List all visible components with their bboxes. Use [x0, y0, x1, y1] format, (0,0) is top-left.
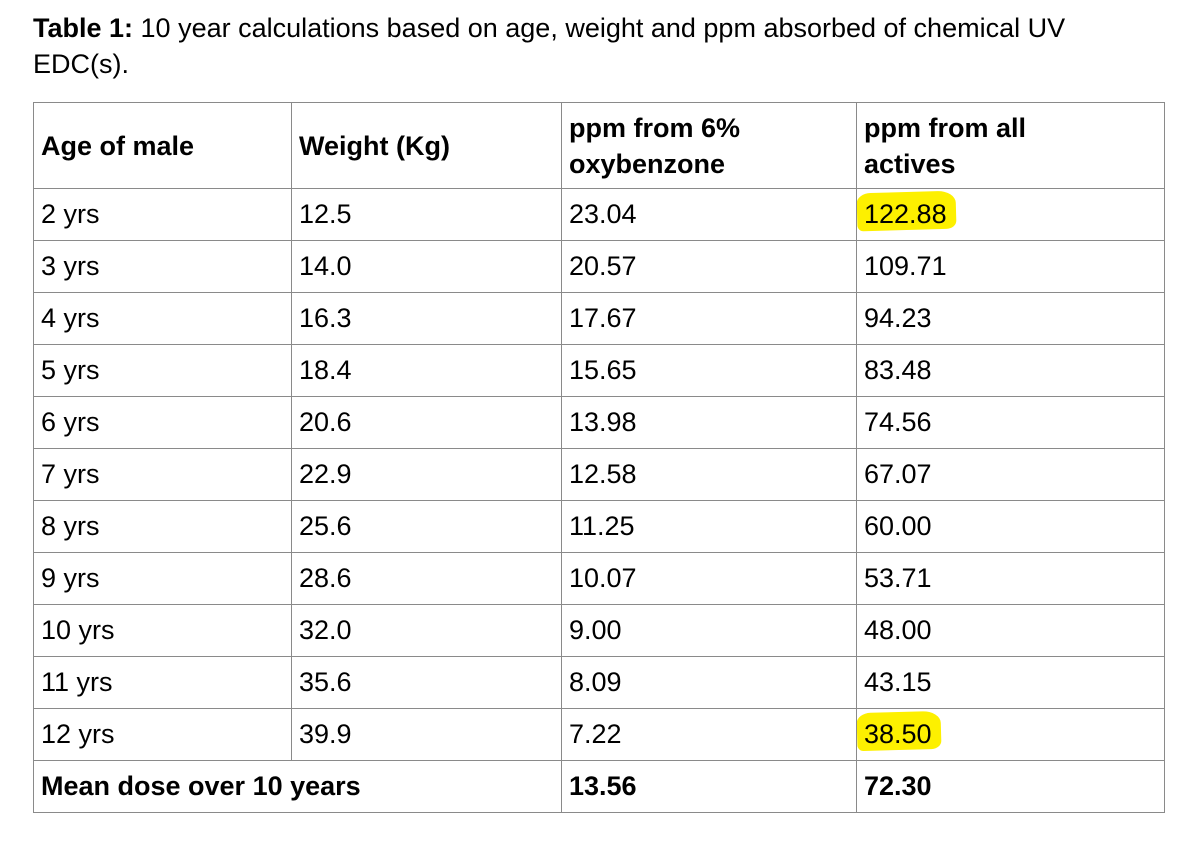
weight-cell: 16.3 — [291, 292, 562, 345]
weight-cell: 14.0 — [291, 240, 562, 293]
ppm-oxybenzone-cell: 23.04 — [561, 188, 857, 241]
table-row: 8 yrs 25.6 11.25 60.00 — [33, 500, 1165, 553]
ppm-all-actives-cell: 48.00 — [856, 604, 1165, 657]
age-cell: 7 yrs — [33, 448, 292, 501]
table-body: 2 yrs 12.5 23.04 122.88 3 yrs 14.0 20.57 109.71… — [33, 188, 1165, 761]
age-cell: 2 yrs — [33, 188, 292, 241]
mean-dose-row: Mean dose over 10 years 13.56 72.30 — [33, 760, 1165, 813]
highlighted-value: 38.50 — [864, 719, 932, 749]
table-header: Age of male Weight (Kg) ppm from 6% oxyb… — [33, 102, 1165, 189]
table-row: 10 yrs 32.0 9.00 48.00 — [33, 604, 1165, 657]
ppm-oxybenzone-cell: 7.22 — [561, 708, 857, 761]
weight-cell: 39.9 — [291, 708, 562, 761]
ppm-all-actives-cell: 122.88 — [856, 188, 1165, 241]
ppm-oxybenzone-cell: 15.65 — [561, 344, 857, 397]
header-ppm-oxybenzone: ppm from 6% oxybenzone — [561, 102, 857, 189]
ppm-oxybenzone-cell: 11.25 — [561, 500, 857, 553]
ppm-oxybenzone-cell: 9.00 — [561, 604, 857, 657]
header-weight-kg: Weight (Kg) — [291, 102, 562, 189]
weight-cell: 22.9 — [291, 448, 562, 501]
table-caption-label: Table 1: — [33, 13, 134, 43]
ppm-oxybenzone-cell: 10.07 — [561, 552, 857, 605]
age-cell: 9 yrs — [33, 552, 292, 605]
table-row: 2 yrs 12.5 23.04 122.88 — [33, 188, 1165, 241]
highlighted-value: 122.88 — [864, 199, 947, 229]
age-cell: 6 yrs — [33, 396, 292, 449]
age-cell: 3 yrs — [33, 240, 292, 293]
table-row: 4 yrs 16.3 17.67 94.23 — [33, 292, 1165, 345]
age-cell: 10 yrs — [33, 604, 292, 657]
age-cell: 4 yrs — [33, 292, 292, 345]
ppm-oxybenzone-cell: 8.09 — [561, 656, 857, 709]
header-row: Age of male Weight (Kg) ppm from 6% oxyb… — [33, 102, 1165, 189]
document-page: Table 1: 10 year calculations based on a… — [0, 0, 1186, 813]
weight-cell: 12.5 — [291, 188, 562, 241]
table-row: 7 yrs 22.9 12.58 67.07 — [33, 448, 1165, 501]
table-caption-text: 10 year calculations based on age, weigh… — [33, 13, 1066, 79]
ppm-all-actives-cell: 83.48 — [856, 344, 1165, 397]
dose-calculations-table: Age of male Weight (Kg) ppm from 6% oxyb… — [33, 102, 1165, 813]
age-cell: 12 yrs — [33, 708, 292, 761]
age-cell: 8 yrs — [33, 500, 292, 553]
weight-cell: 25.6 — [291, 500, 562, 553]
mean-dose-label: Mean dose over 10 years — [33, 760, 562, 813]
header-age-of-male: Age of male — [33, 102, 292, 189]
header-ppm-all-actives: ppm from all actives — [856, 102, 1165, 189]
table-caption: Table 1: 10 year calculations based on a… — [33, 10, 1164, 82]
table-row: 9 yrs 28.6 10.07 53.71 — [33, 552, 1165, 605]
table-row: 5 yrs 18.4 15.65 83.48 — [33, 344, 1165, 397]
ppm-all-actives-cell: 43.15 — [856, 656, 1165, 709]
weight-cell: 20.6 — [291, 396, 562, 449]
ppm-all-actives-cell: 53.71 — [856, 552, 1165, 605]
ppm-oxybenzone-cell: 12.58 — [561, 448, 857, 501]
weight-cell: 28.6 — [291, 552, 562, 605]
ppm-all-actives-cell: 67.07 — [856, 448, 1165, 501]
weight-cell: 32.0 — [291, 604, 562, 657]
ppm-all-actives-cell: 94.23 — [856, 292, 1165, 345]
ppm-oxybenzone-cell: 17.67 — [561, 292, 857, 345]
age-cell: 11 yrs — [33, 656, 292, 709]
weight-cell: 18.4 — [291, 344, 562, 397]
mean-ppm-all-actives-value: 72.30 — [856, 760, 1165, 813]
weight-cell: 35.6 — [291, 656, 562, 709]
age-cell: 5 yrs — [33, 344, 292, 397]
ppm-all-actives-cell: 60.00 — [856, 500, 1165, 553]
ppm-oxybenzone-cell: 20.57 — [561, 240, 857, 293]
mean-ppm-oxybenzone-value: 13.56 — [561, 760, 857, 813]
ppm-all-actives-cell: 74.56 — [856, 396, 1165, 449]
ppm-oxybenzone-cell: 13.98 — [561, 396, 857, 449]
table-footer: Mean dose over 10 years 13.56 72.30 — [33, 760, 1165, 813]
table-row: 3 yrs 14.0 20.57 109.71 — [33, 240, 1165, 293]
table-row: 12 yrs 39.9 7.22 38.50 — [33, 708, 1165, 761]
table-row: 6 yrs 20.6 13.98 74.56 — [33, 396, 1165, 449]
table-row: 11 yrs 35.6 8.09 43.15 — [33, 656, 1165, 709]
ppm-all-actives-cell: 38.50 — [856, 708, 1165, 761]
ppm-all-actives-cell: 109.71 — [856, 240, 1165, 293]
